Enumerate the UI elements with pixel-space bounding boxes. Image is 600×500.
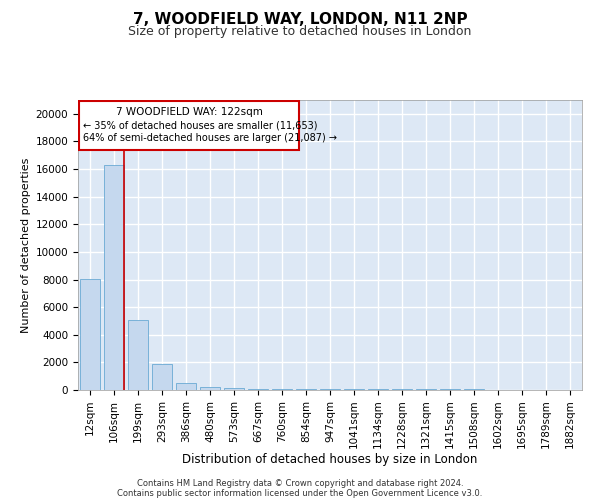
Text: Contains HM Land Registry data © Crown copyright and database right 2024.: Contains HM Land Registry data © Crown c… [137, 478, 463, 488]
Text: 7, WOODFIELD WAY, LONDON, N11 2NP: 7, WOODFIELD WAY, LONDON, N11 2NP [133, 12, 467, 28]
Bar [224, 388, 244, 390]
Bar [80, 279, 100, 390]
Bar [344, 389, 364, 390]
Bar [368, 389, 388, 390]
X-axis label: Distribution of detached houses by size in London: Distribution of detached houses by size … [182, 452, 478, 466]
Bar [128, 320, 148, 390]
Y-axis label: Number of detached properties: Number of detached properties [22, 158, 31, 332]
Text: 7 WOODFIELD WAY: 122sqm: 7 WOODFIELD WAY: 122sqm [116, 107, 262, 117]
Bar [296, 389, 316, 390]
Bar [248, 389, 268, 390]
Text: 64% of semi-detached houses are larger (21,087) →: 64% of semi-detached houses are larger (… [83, 133, 337, 143]
Bar [176, 384, 196, 390]
Text: Size of property relative to detached houses in London: Size of property relative to detached ho… [128, 25, 472, 38]
Bar [416, 389, 436, 390]
Text: ← 35% of detached houses are smaller (11,653): ← 35% of detached houses are smaller (11… [83, 120, 317, 130]
Bar [320, 389, 340, 390]
Bar [104, 165, 124, 390]
Text: Contains public sector information licensed under the Open Government Licence v3: Contains public sector information licen… [118, 488, 482, 498]
Bar [272, 389, 292, 390]
FancyBboxPatch shape [79, 102, 299, 150]
Bar [152, 364, 172, 390]
Bar [392, 389, 412, 390]
Bar [200, 387, 220, 390]
